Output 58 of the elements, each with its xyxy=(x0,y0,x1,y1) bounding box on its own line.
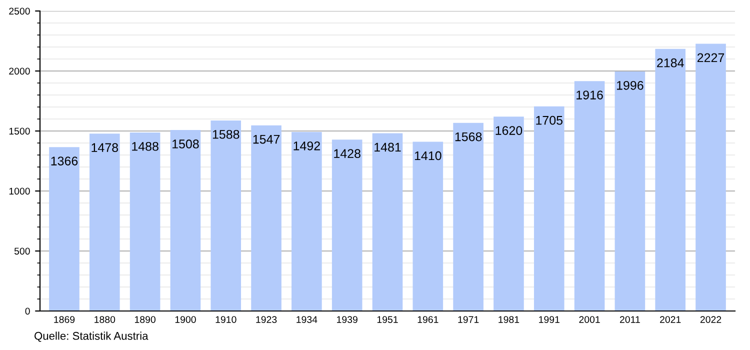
data-label: 1705 xyxy=(536,116,563,125)
bar xyxy=(494,116,524,311)
bar xyxy=(372,133,403,311)
y-tick-label: 1500 xyxy=(9,128,30,135)
data-label: 1488 xyxy=(132,142,158,151)
data-label: 1366 xyxy=(51,156,78,166)
data-label: 1547 xyxy=(253,135,280,144)
y-tick-label: 2000 xyxy=(9,68,30,75)
x-tick-label: 2001 xyxy=(579,316,600,323)
x-tick-label: 1923 xyxy=(256,316,277,323)
data-label: 1410 xyxy=(414,151,442,160)
x-tick-label: 1971 xyxy=(458,316,479,323)
y-tick-label: 500 xyxy=(14,248,30,255)
data-label: 1996 xyxy=(616,80,644,90)
bar xyxy=(130,132,160,311)
x-tick-label: 2022 xyxy=(700,316,722,323)
data-label: 1428 xyxy=(334,149,360,158)
bar xyxy=(170,130,201,311)
x-tick-label: 1869 xyxy=(54,316,75,323)
bar xyxy=(655,48,686,311)
bar xyxy=(251,125,282,311)
x-tick-label: 2021 xyxy=(660,316,681,323)
x-tick-label: 1890 xyxy=(134,316,156,323)
bar xyxy=(696,44,726,311)
y-tick-label: 2500 xyxy=(9,8,30,15)
bar xyxy=(49,147,80,311)
data-label: 2227 xyxy=(697,53,724,62)
x-tick-label: 1981 xyxy=(498,316,520,323)
bar xyxy=(412,142,444,311)
data-label: 1568 xyxy=(455,132,482,142)
x-tick-label: 1880 xyxy=(94,316,116,323)
data-label: 1620 xyxy=(496,126,522,135)
bar xyxy=(332,140,362,311)
data-label: 1916 xyxy=(576,90,603,100)
x-tick-label: 1961 xyxy=(418,316,438,323)
data-label: 1481 xyxy=(374,142,401,152)
bar xyxy=(534,106,564,311)
x-tick-label: 1939 xyxy=(337,316,358,323)
y-tick-label: 1000 xyxy=(9,188,30,195)
data-label: 1508 xyxy=(172,140,199,148)
source-note: Quelle: Statistik Austria xyxy=(34,332,148,342)
data-label: 1478 xyxy=(92,143,118,152)
data-label: 1492 xyxy=(294,141,320,150)
bar xyxy=(90,134,120,311)
bar xyxy=(292,132,322,311)
x-tick-label: 2011 xyxy=(620,316,640,323)
x-tick-label: 1934 xyxy=(296,316,318,323)
data-label: 1588 xyxy=(212,130,240,139)
x-tick-label: 1991 xyxy=(539,316,560,323)
bar xyxy=(574,81,605,311)
data-label: 2184 xyxy=(657,58,684,68)
x-tick-label: 1900 xyxy=(175,316,196,323)
bar xyxy=(453,122,484,311)
y-tick-label: 0 xyxy=(25,308,30,315)
x-tick-label: 1951 xyxy=(377,316,398,323)
bar xyxy=(210,120,242,311)
x-tick-label: 1910 xyxy=(216,316,236,323)
bar xyxy=(614,71,646,311)
